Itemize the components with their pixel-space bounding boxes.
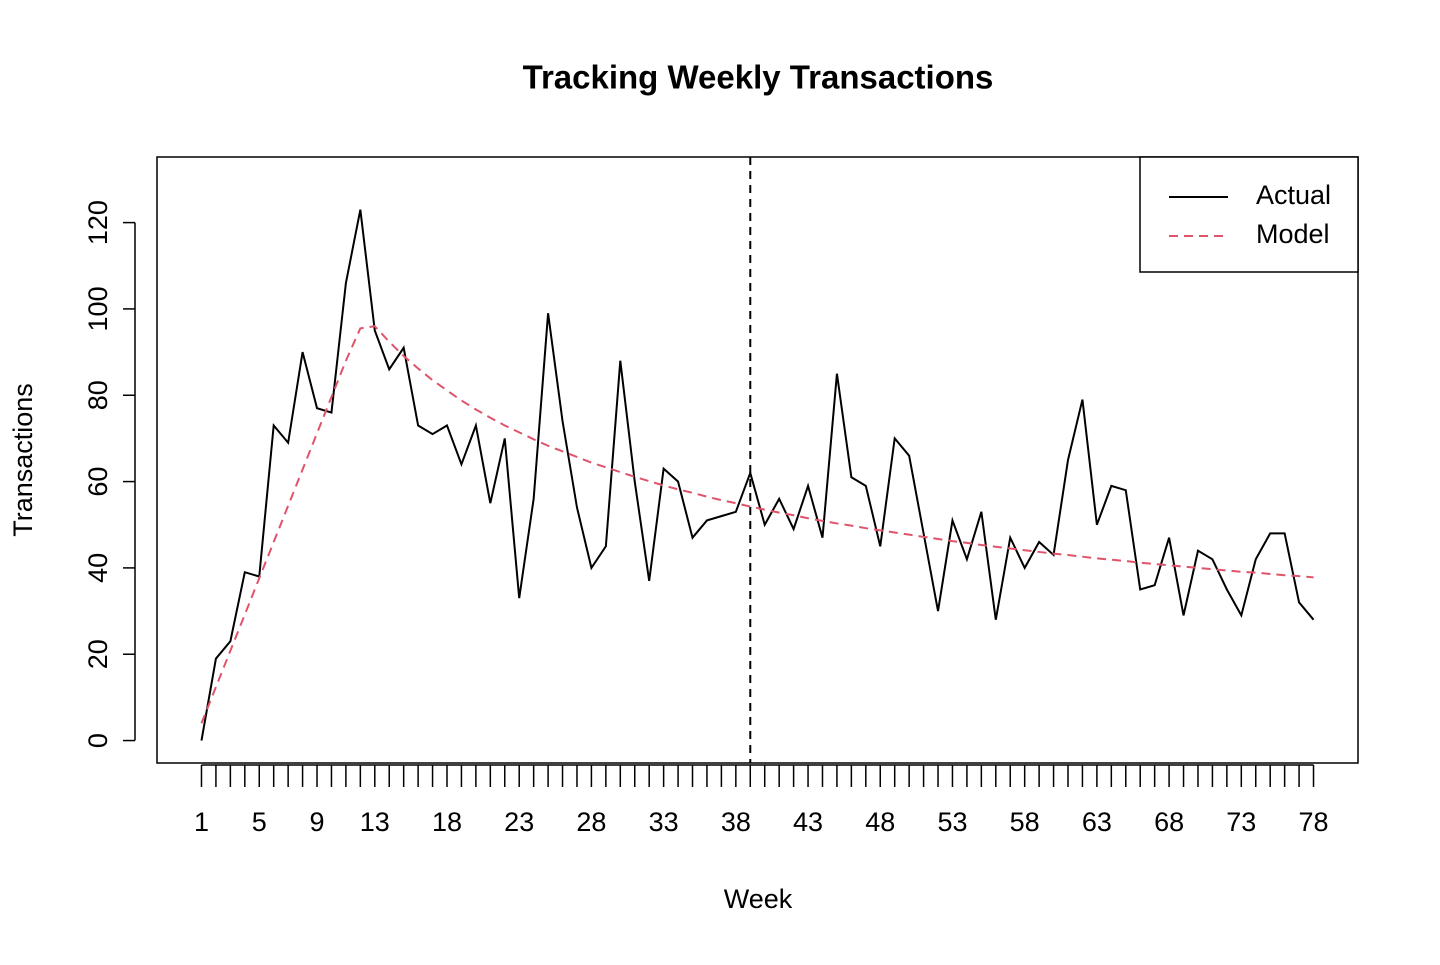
y-tick-label: 60 xyxy=(83,467,113,497)
y-tick-label: 100 xyxy=(83,286,113,331)
x-tick-label: 53 xyxy=(937,807,967,837)
x-tick-label: 28 xyxy=(576,807,606,837)
chart-title: Tracking Weekly Transactions xyxy=(523,59,994,96)
x-tick-label: 5 xyxy=(252,807,267,837)
x-tick-label: 38 xyxy=(721,807,751,837)
y-tick-label: 40 xyxy=(83,553,113,583)
y-tick-label: 120 xyxy=(83,200,113,245)
y-tick-label: 0 xyxy=(83,733,113,748)
x-tick-label: 1 xyxy=(194,807,209,837)
x-tick-label: 18 xyxy=(432,807,462,837)
x-tick-label: 78 xyxy=(1298,807,1328,837)
x-tick-label: 58 xyxy=(1010,807,1040,837)
x-tick-label: 73 xyxy=(1226,807,1256,837)
y-tick-label: 80 xyxy=(83,380,113,410)
series-line xyxy=(200,209,1315,741)
x-tick-label: 9 xyxy=(310,807,325,837)
x-tick-label: 23 xyxy=(504,807,534,837)
x-tick-label: 68 xyxy=(1154,807,1184,837)
x-tick-label: 43 xyxy=(793,807,823,837)
y-tick-label: 20 xyxy=(83,639,113,669)
x-tick-label: 48 xyxy=(865,807,895,837)
x-tick-label: 63 xyxy=(1082,807,1112,837)
legend-label: Model xyxy=(1256,219,1330,249)
legend-label: Actual xyxy=(1256,180,1331,210)
series-line xyxy=(200,325,1314,724)
plot-frame xyxy=(156,156,1359,764)
x-tick-label: 33 xyxy=(649,807,679,837)
legend-box xyxy=(1139,156,1359,273)
y-axis-label: Transactions xyxy=(8,383,38,537)
x-tick-label: 13 xyxy=(360,807,390,837)
x-axis-label: Week xyxy=(724,884,793,914)
